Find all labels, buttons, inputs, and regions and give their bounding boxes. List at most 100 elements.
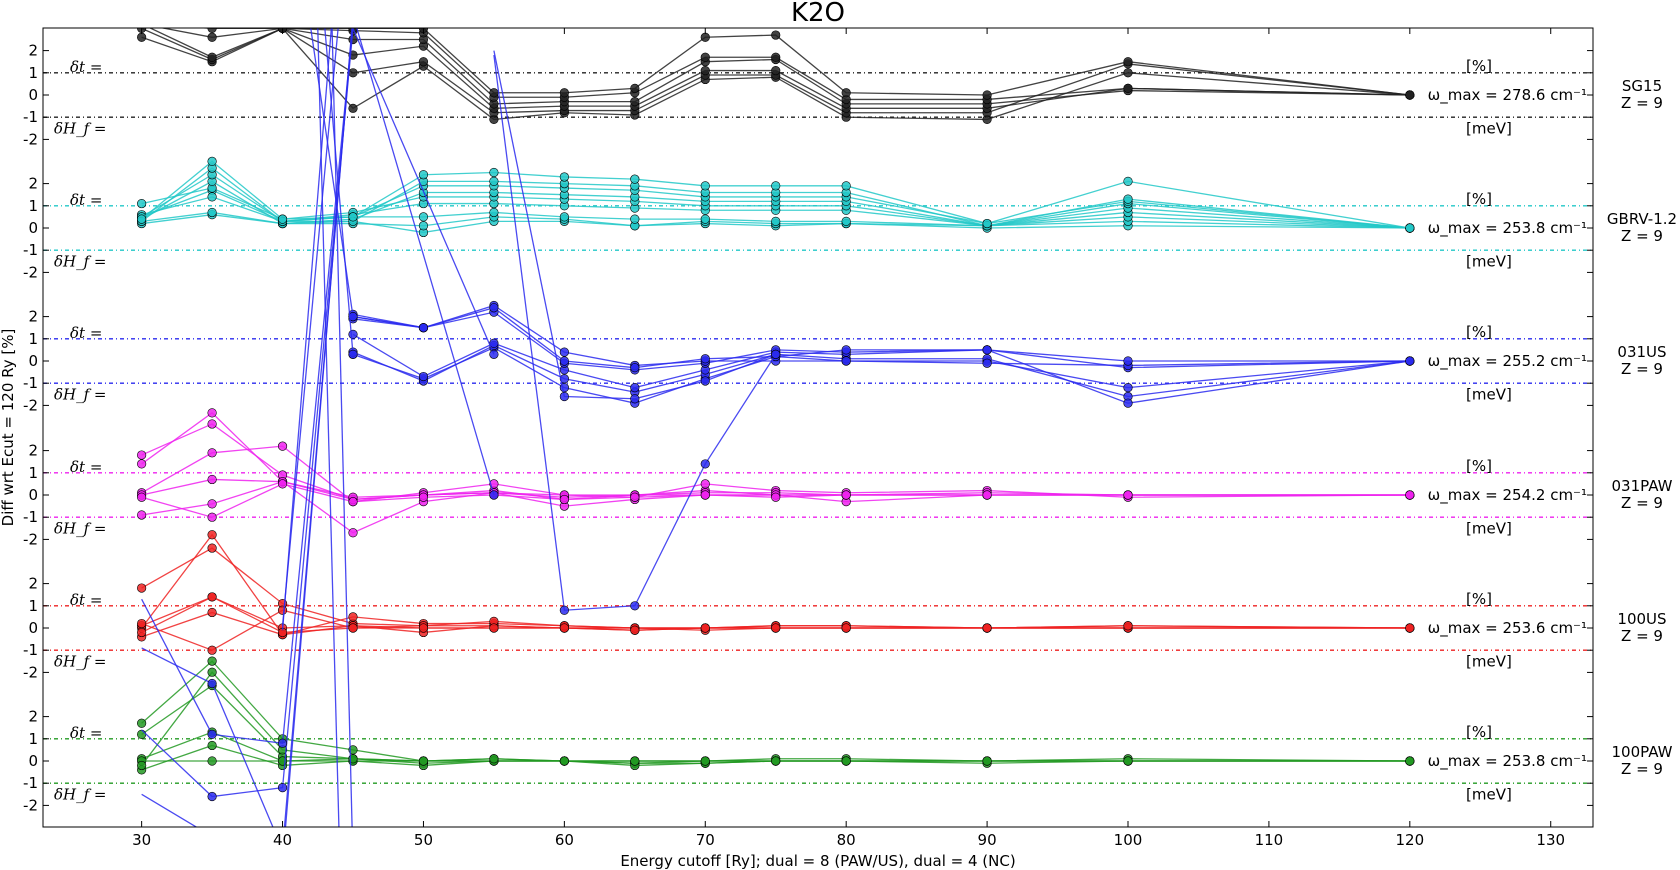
mev-unit-GBRV-1.2: [meV] xyxy=(1466,252,1512,270)
y-tick-label-031PAW--1: -1 xyxy=(23,508,38,526)
cross-panel-line-3 xyxy=(141,28,353,827)
data-point-GBRV-1.2-2-65 xyxy=(630,214,640,224)
data-point-GBRV-1.2-8-80 xyxy=(841,181,851,191)
x-tick-label-130: 130 xyxy=(1536,831,1565,849)
data-point-SG15-0-30 xyxy=(137,32,147,42)
data-point-031US-4-90 xyxy=(982,358,992,368)
x-tick-label-100: 100 xyxy=(1114,831,1143,849)
data-point-GBRV-1.2-1-35 xyxy=(207,207,217,218)
data-point-GBRV-1.2-7-100 xyxy=(1123,194,1133,204)
data-point-031US-5-60 xyxy=(559,356,569,366)
delta-t-label-GBRV-1.2: δt = xyxy=(70,191,102,209)
data-point-GBRV-1.2-8-65 xyxy=(630,174,640,184)
delta-hf-label-GBRV-1.2: δH_f = xyxy=(54,252,107,270)
data-point-100US-5-70 xyxy=(700,623,710,633)
data-point-SG15-2-75 xyxy=(771,65,781,76)
data-point-SG15-5-55 xyxy=(489,88,499,98)
x-tick-label-70: 70 xyxy=(696,831,715,849)
data-point-031PAW-3-35 xyxy=(207,499,217,509)
data-point-100US-5-30 xyxy=(137,627,147,638)
y-tick-label-031US-1: 1 xyxy=(28,330,38,348)
panel-name-031US: 031US xyxy=(1617,343,1666,361)
data-point-SG15-5-75 xyxy=(771,30,781,40)
data-point-031US-5-80 xyxy=(841,345,851,355)
x-tick-label-30: 30 xyxy=(132,831,151,849)
data-point-SG15-5-70 xyxy=(700,32,710,42)
x-axis-ticks: 30 40 50 60 70 80 90 100 110 120 130 xyxy=(132,28,1565,849)
y-tick-label-100PAW-0: 0 xyxy=(28,752,38,770)
cross-panel-point-8-3 xyxy=(700,459,710,469)
data-point-SG15-3-30 xyxy=(139,28,144,29)
data-point-SG15-5-65 xyxy=(630,83,640,93)
data-point-100PAW-1-30 xyxy=(137,729,147,739)
y-tick-label-100PAW--1: -1 xyxy=(23,774,38,792)
data-point-031PAW-5-70 xyxy=(700,490,710,500)
data-point-SG15-1-50 xyxy=(418,57,429,67)
data-point-031US-0-100 xyxy=(1123,383,1133,393)
data-point-GBRV-1.2-8-120 xyxy=(1405,223,1415,233)
y-tick-label-SG15--2: -2 xyxy=(23,130,38,148)
mev-unit-031US: [meV] xyxy=(1466,385,1512,403)
cross-panel-line-1 xyxy=(141,28,495,798)
series-100US-0 xyxy=(137,543,1415,633)
data-point-100US-5-75 xyxy=(771,623,781,633)
data-point-SG15-5-90 xyxy=(982,90,992,100)
data-point-SG15-5-35 xyxy=(209,28,215,29)
delta-hf-label-031PAW: δH_f = xyxy=(54,519,107,537)
series-100PAW-0 xyxy=(137,656,1415,768)
data-point-100PAW-5-30 xyxy=(137,760,147,771)
y-tick-label-SG15-0: 0 xyxy=(28,86,38,104)
y-tick-label-100US--2: -2 xyxy=(23,663,38,681)
data-point-100US-5-65 xyxy=(630,625,640,635)
data-point-100US-0-30 xyxy=(137,583,147,593)
x-tick-label-110: 110 xyxy=(1255,831,1284,849)
x-tick-label-120: 120 xyxy=(1395,831,1424,849)
data-point-SG15-3-65 xyxy=(630,97,640,107)
y-tick-label-GBRV-1.2-2: 2 xyxy=(28,175,38,193)
y-tick-label-031US-2: 2 xyxy=(28,308,38,326)
series-line-100PAW-0 xyxy=(141,660,1410,764)
data-point-100US-5-60 xyxy=(559,623,569,633)
delta-hf-label-100PAW: δH_f = xyxy=(54,785,107,803)
mev-unit-100US: [meV] xyxy=(1466,652,1512,670)
data-point-SG15-0-45 xyxy=(348,103,358,113)
y-tick-label-031PAW-2: 2 xyxy=(28,442,38,460)
data-point-100PAW-3-35 xyxy=(207,740,217,751)
y-tick-label-SG15-1: 1 xyxy=(28,64,38,82)
omega-max-SG15: ω_max = 278.6 cm⁻¹ xyxy=(1428,86,1587,105)
data-point-031PAW-5-50 xyxy=(418,492,429,502)
data-point-100PAW-5-70 xyxy=(700,756,710,766)
data-point-GBRV-1.2-7-55 xyxy=(489,176,499,186)
series-line-SG15-0 xyxy=(141,28,1410,121)
cross-panel-line-5 xyxy=(281,28,333,631)
y-tick-label-100US--1: -1 xyxy=(23,641,38,659)
data-point-100PAW-5-50 xyxy=(418,756,429,766)
data-point-GBRV-1.2-2-55 xyxy=(489,207,499,218)
series-layer xyxy=(137,28,1415,827)
data-point-SG15-4-30 xyxy=(139,28,144,29)
data-point-031PAW-4-35 xyxy=(207,474,217,485)
data-point-031PAW-5-100 xyxy=(1123,490,1133,500)
cross-panel-point-2-1 xyxy=(207,729,217,739)
delta-hf-label-100US: δH_f = xyxy=(54,652,107,670)
cross-panel-point-8-2 xyxy=(630,601,640,611)
data-point-GBRV-1.2-8-35 xyxy=(207,156,217,166)
y-axis-ticks: 2 1 0 -1 -2 2 1 0 -1 -2 2 1 0 -1 -2 2 1 0 -1 -2 2 1 0 -1 -2 2 1 0 -1… xyxy=(23,42,1593,814)
x-tick-label-90: 90 xyxy=(978,831,997,849)
data-point-100US-5-100 xyxy=(1123,621,1133,631)
y-tick-label-GBRV-1.2--2: -2 xyxy=(23,263,38,281)
series-line-SG15-2 xyxy=(148,28,1410,109)
data-point-SG15-4-70 xyxy=(700,52,710,62)
data-point-031PAW-5-30 xyxy=(137,492,147,502)
data-point-100US-5-50 xyxy=(418,623,429,633)
data-point-100PAW-5-65 xyxy=(630,756,640,766)
panel-z-031PAW: Z = 9 xyxy=(1621,494,1663,512)
data-point-100US-1-45 xyxy=(348,612,358,622)
panel-annotations: δt = δH_f = [%] [meV] ω_max = 278.6 cm⁻¹ SG15… xyxy=(54,57,1677,803)
panel-z-GBRV-1.2: Z = 9 xyxy=(1621,227,1663,245)
delta-t-label-031US: δt = xyxy=(70,324,102,342)
omega-max-100PAW: ω_max = 253.8 cm⁻¹ xyxy=(1428,752,1587,771)
data-point-GBRV-1.2-8-70 xyxy=(700,181,710,191)
data-point-GBRV-1.2-2-80 xyxy=(841,216,851,226)
percent-unit-SG15: [%] xyxy=(1466,57,1492,75)
